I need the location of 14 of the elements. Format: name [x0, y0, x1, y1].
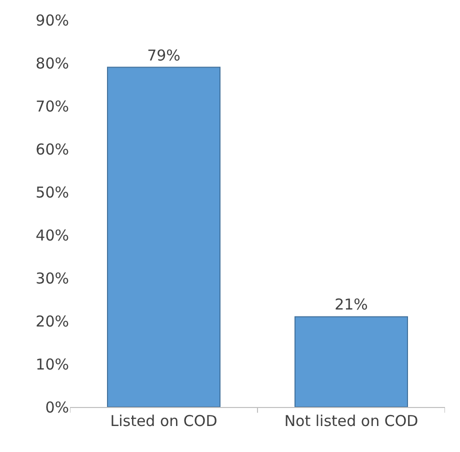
y-tick-label: 60%: [36, 140, 69, 158]
data-label: 21%: [334, 296, 368, 314]
x-tick-label: Listed on COD: [110, 412, 218, 430]
x-tick-label: Not listed on COD: [284, 412, 418, 430]
y-tick-label: 50%: [36, 183, 69, 202]
y-tick-label: 10%: [36, 355, 69, 374]
y-tick-label: 40%: [36, 226, 69, 244]
y-tick-label: 70%: [36, 97, 69, 116]
y-tick-label: 20%: [36, 312, 69, 330]
y-tick-label: 0%: [45, 398, 69, 416]
y-tick-label: 80%: [36, 54, 69, 72]
y-tick-label: 90%: [36, 11, 69, 30]
y-tick-label: 30%: [36, 269, 69, 288]
data-label: 79%: [147, 46, 180, 64]
